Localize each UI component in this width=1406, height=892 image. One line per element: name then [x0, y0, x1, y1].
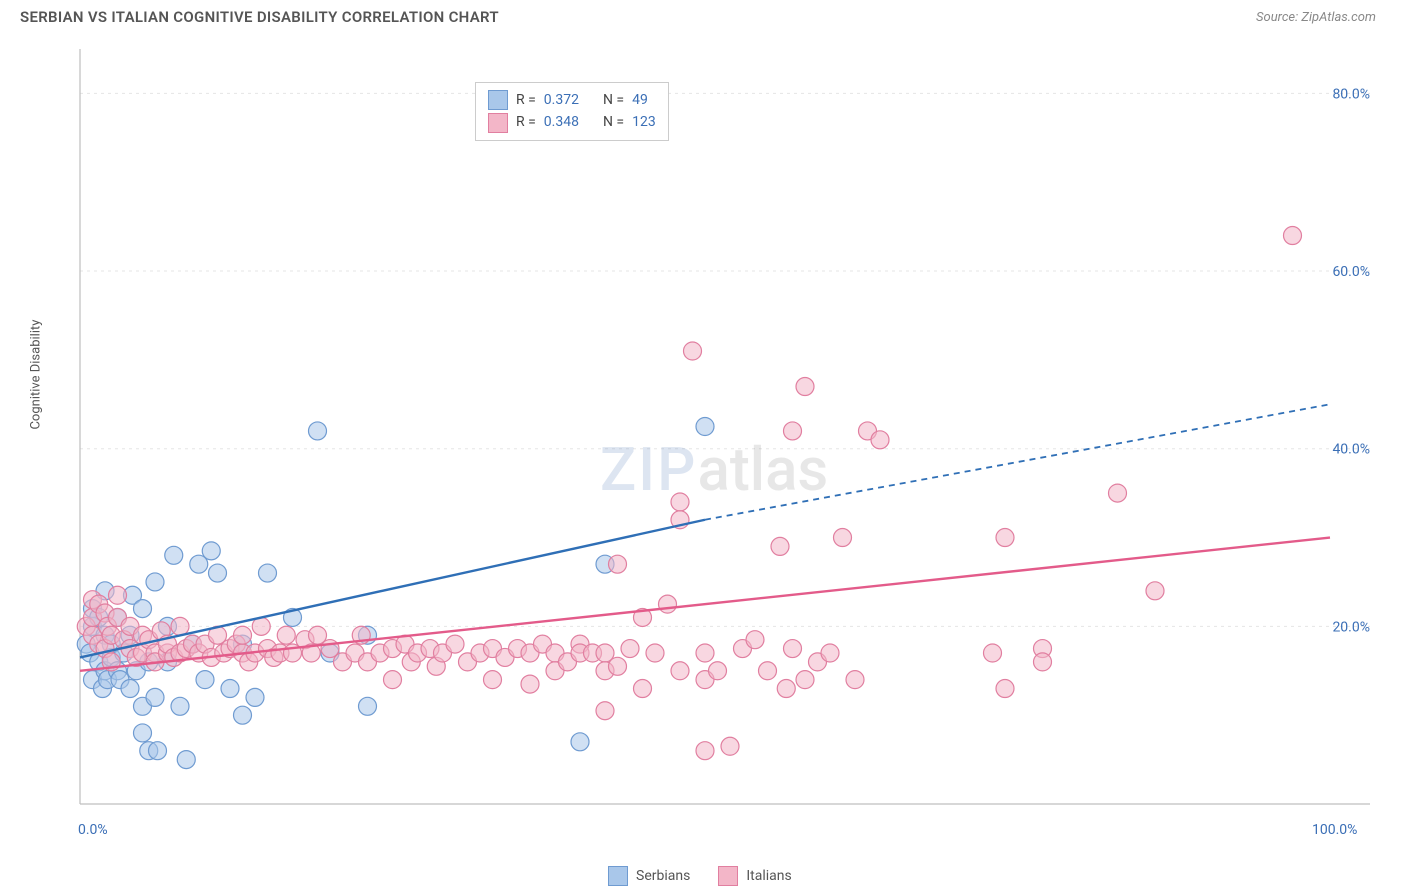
y-axis-label: Cognitive Disability: [29, 319, 44, 429]
legend-stats-row-serbians: R = 0.372 N = 49: [488, 89, 656, 111]
legend-stats: R = 0.372 N = 49 R = 0.348 N = 123: [475, 82, 669, 141]
x-tick-max: 100.0%: [1312, 822, 1357, 838]
r-value-italians: 0.348: [544, 111, 579, 133]
svg-text:40.0%: 40.0%: [1332, 442, 1370, 458]
svg-text:80.0%: 80.0%: [1332, 86, 1370, 102]
n-value-italians: 123: [632, 111, 656, 133]
x-tick-min: 0.0%: [78, 822, 108, 838]
legend-label-italians: Italians: [746, 868, 791, 884]
r-label: R =: [516, 111, 536, 133]
chart-title: SERBIAN VS ITALIAN COGNITIVE DISABILITY …: [20, 8, 499, 26]
legend-stats-row-italians: R = 0.348 N = 123: [488, 111, 656, 133]
n-value-serbians: 49: [632, 89, 648, 111]
svg-text:60.0%: 60.0%: [1332, 264, 1370, 280]
header: SERBIAN VS ITALIAN COGNITIVE DISABILITY …: [0, 0, 1406, 34]
bottom-legend: Serbians Italians: [608, 866, 792, 886]
n-label: N =: [603, 89, 624, 111]
r-value-serbians: 0.372: [544, 89, 579, 111]
chart-container: Cognitive Disability 20.0% 40.0% 60.0% 80.0…: [30, 34, 1406, 824]
legend-label-serbians: Serbians: [636, 868, 690, 884]
svg-text:20.0%: 20.0%: [1332, 619, 1370, 635]
legend-swatch-italians: [718, 866, 738, 886]
scatter-chart: 20.0% 40.0% 60.0% 80.0%: [30, 34, 1386, 824]
legend-swatch-italians: [488, 113, 508, 133]
r-label: R =: [516, 89, 536, 111]
legend-swatch-serbians: [608, 866, 628, 886]
legend-item-serbians: Serbians: [608, 866, 690, 886]
n-label: N =: [603, 111, 624, 133]
source-attribution: Source: ZipAtlas.com: [1256, 10, 1376, 25]
legend-swatch-serbians: [488, 90, 508, 110]
legend-item-italians: Italians: [718, 866, 791, 886]
